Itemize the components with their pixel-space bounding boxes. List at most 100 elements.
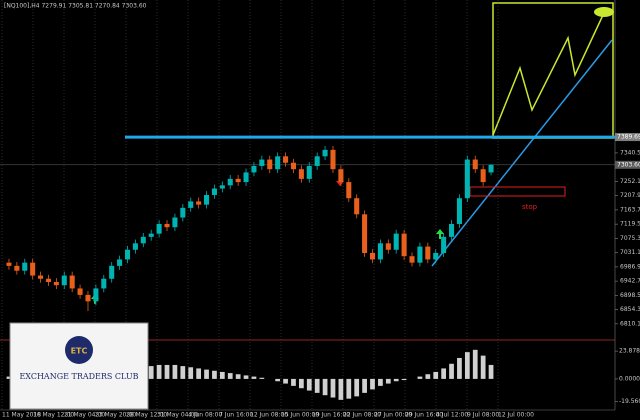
candle-body (322, 149, 328, 157)
candle-body (101, 278, 107, 289)
x-tick-label: 12 Jun 08:00 (250, 412, 288, 419)
logo-emblem (65, 336, 93, 364)
candle-body (61, 275, 67, 286)
candle-body (164, 223, 170, 228)
x-tick-label: 27 Jun 00:00 (374, 412, 412, 419)
candle-body (117, 259, 123, 266)
logo-mark: ETC (71, 347, 88, 356)
candle-body (188, 201, 194, 208)
candle-body (148, 233, 154, 237)
candle-body (45, 278, 51, 282)
x-tick-label: 7 Jun 16:00 (219, 412, 253, 419)
y-tick-label: 7119.50 (620, 221, 640, 228)
candle-body (346, 182, 352, 199)
candle-body (480, 169, 486, 183)
x-tick-label: 22 Jun 08:00 (343, 412, 381, 419)
y-tick-label: 6898.50 (620, 292, 640, 299)
candle-body (283, 156, 289, 163)
candle-body (227, 178, 233, 186)
candle-body (172, 217, 178, 228)
oscillator-bar (259, 377, 265, 379)
candle-body (196, 201, 202, 205)
candle-body (488, 164, 494, 173)
logo-text: EXCHANGE TRADERS CLUB (19, 372, 138, 381)
candle-body (6, 262, 12, 266)
oscillator-bar (322, 378, 328, 396)
oscillator-bar (6, 376, 12, 379)
oscillator-bar (227, 373, 233, 379)
logo: ETC EXCHANGE TRADERS CLUB (9, 322, 149, 410)
oscillator-bar (488, 364, 494, 379)
oscillator-bar (441, 368, 446, 379)
y-tick-label: 7075.30 (620, 235, 640, 242)
candle-body (275, 156, 281, 170)
oscillator-bar (417, 376, 423, 379)
oscillator-bar (172, 364, 178, 379)
oscillator-bar (283, 378, 288, 384)
oscillator-bar (362, 378, 367, 393)
candle-body (417, 246, 423, 263)
y-tick-label: 6942.70 (620, 278, 640, 285)
x-tick-label: 15 Jun 00:00 (281, 412, 319, 419)
candle-body (330, 149, 336, 170)
oscillator-bar (291, 378, 296, 386)
trend-line (431, 39, 613, 267)
x-tick-label: 31 May 04:00 (157, 412, 198, 419)
candle-body (251, 165, 257, 173)
candle-body (441, 236, 447, 253)
oscillator-bar (449, 363, 454, 379)
oscillator-bar (196, 368, 201, 379)
candle-body (38, 275, 44, 279)
oscillator-bar (393, 378, 399, 382)
x-tick-label: 4 Jul 12:00 (436, 412, 468, 419)
oscillator-bar (180, 366, 186, 379)
candle-body (69, 275, 75, 289)
candle-body (369, 252, 376, 260)
oscillator-bar (251, 376, 257, 379)
candle-body (267, 159, 273, 170)
oscillator-bar (472, 349, 478, 379)
oscillator-bar (156, 364, 162, 379)
y-tick-label: 6810.10 (620, 320, 640, 327)
logo-box (9, 322, 149, 410)
candle-body (409, 256, 415, 263)
candle-body (393, 233, 399, 250)
oscillator-bar (299, 378, 304, 389)
candle-body (156, 223, 162, 234)
y-tick-label: 7207.90 (620, 192, 640, 199)
candle-body (124, 249, 131, 260)
oscillator-bar (464, 352, 470, 379)
x-tick-label: 4 Jun 08:00 (188, 412, 222, 419)
oscillator-bar (164, 364, 170, 379)
oscillator-bar (148, 366, 154, 379)
oscillator-bar (219, 371, 225, 379)
y-tick-label: 6854.30 (620, 306, 640, 313)
candle-body (401, 233, 407, 257)
oscillator-bar (204, 369, 209, 379)
candle-body (385, 243, 391, 250)
oscillator-bar (433, 371, 439, 379)
x-tick-label: 23 May 20:00 (95, 412, 136, 419)
candle-body (259, 159, 265, 166)
candle-body (77, 288, 83, 295)
oscillator-bar (385, 378, 391, 384)
candle-body (211, 188, 217, 195)
oscillator-bar (425, 374, 431, 379)
candle-body (377, 243, 383, 260)
x-tick-label: 12 Jul 00:00 (498, 412, 534, 419)
buy-arrow (436, 229, 444, 239)
candle-body (22, 262, 28, 271)
candle-body (425, 246, 431, 260)
candle-body (14, 265, 20, 271)
oscillator-bar (212, 370, 217, 379)
candle-body (180, 207, 186, 218)
target-marker (594, 7, 614, 17)
candle-body (204, 194, 210, 205)
oscillator-bar (243, 375, 249, 379)
x-tick-label: 11 May 2018 (2, 412, 41, 419)
candle-body (243, 172, 249, 183)
candle-body (235, 178, 241, 183)
oscillator-bar (370, 378, 375, 390)
